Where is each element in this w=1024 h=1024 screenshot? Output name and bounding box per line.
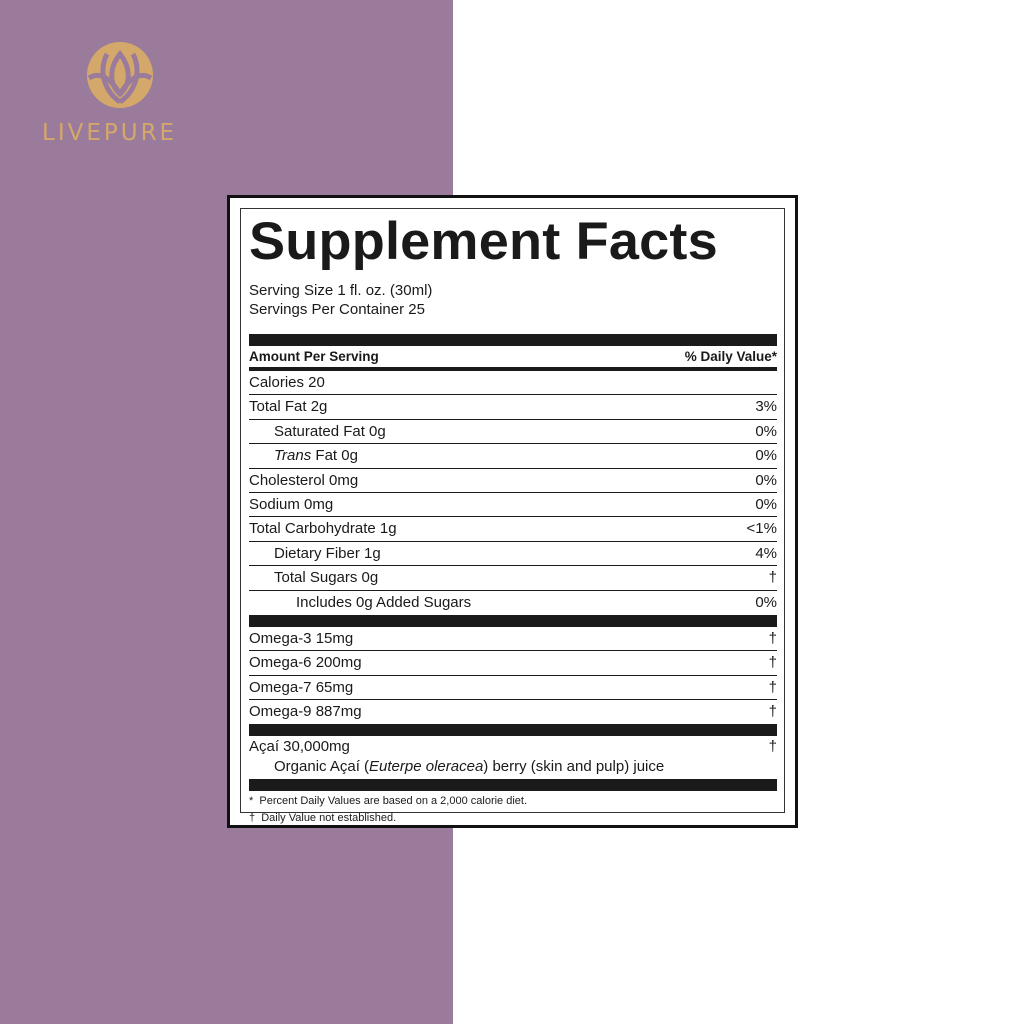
acai-description: Organic Açaí (Euterpe oleracea) berry (s… bbox=[274, 758, 665, 776]
nutrient-row: Total Carbohydrate 1g <1% bbox=[249, 517, 777, 542]
divider-thick bbox=[249, 779, 777, 792]
brand-name: LIVEPURE bbox=[42, 120, 178, 146]
servings-per-container: Servings Per Container 25 bbox=[249, 301, 425, 318]
nutrient-row: Total Sugars 0g † bbox=[249, 566, 777, 591]
divider-thick bbox=[249, 724, 777, 737]
nutrient-row: Sodium 0mg 0% bbox=[249, 493, 777, 518]
nutrient-row: Includes 0g Added Sugars 0% bbox=[296, 593, 777, 611]
dv-header: % Daily Value* bbox=[684, 349, 777, 364]
nutrient-row: Total Fat 2g 3% bbox=[249, 395, 777, 420]
lotus-icon bbox=[87, 42, 153, 108]
omega-row: Omega-6 200mg † bbox=[249, 651, 777, 676]
nutrient-row: Dietary Fiber 1g 4% bbox=[249, 542, 777, 567]
label-title: Supplement Facts bbox=[249, 212, 718, 271]
nutrient-row: Cholesterol 0mg 0% bbox=[249, 469, 777, 493]
serving-size: Serving Size 1 fl. oz. (30ml) bbox=[249, 282, 433, 299]
divider-thick bbox=[249, 334, 777, 346]
divider-thick bbox=[249, 614, 777, 627]
nutrient-row: Calories 20 bbox=[249, 371, 777, 396]
amount-header: Amount Per Serving bbox=[249, 349, 379, 364]
supplement-facts-label: Supplement Facts Serving Size 1 fl. oz. … bbox=[227, 195, 798, 828]
livepure-logo bbox=[40, 40, 200, 110]
nutrient-row: Saturated Fat 0g 0% bbox=[249, 420, 777, 445]
acai-row: Açaí 30,000mg † Organic Açaí (Euterpe ole… bbox=[249, 738, 777, 776]
omega-row: Omega-7 65mg † bbox=[249, 676, 777, 701]
omega-row: Omega-3 15mg † bbox=[249, 627, 777, 652]
divider-medium bbox=[249, 367, 777, 371]
nutrient-row: Trans Fat 0g 0% bbox=[249, 444, 777, 469]
column-header: Amount Per Serving % Daily Value* bbox=[249, 346, 777, 367]
omega-row: Omega-9 887mg † bbox=[249, 703, 777, 721]
footnotes: * Percent Daily Values are based on a 2,… bbox=[249, 795, 528, 825]
